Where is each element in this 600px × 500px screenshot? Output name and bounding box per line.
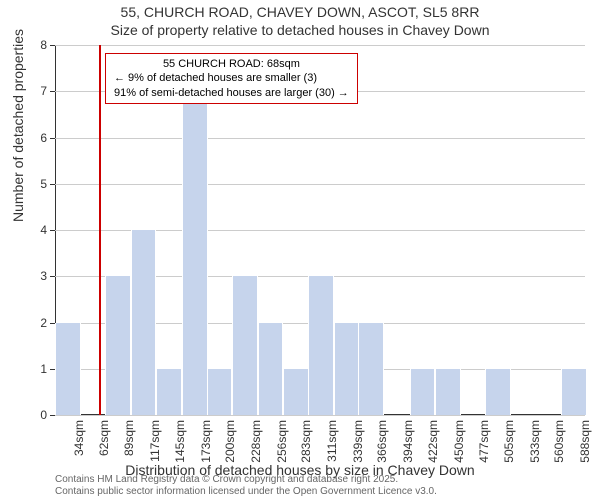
y-tick-label: 6: [7, 131, 47, 145]
histogram-bar: [131, 230, 157, 415]
y-tick-label: 2: [7, 316, 47, 330]
annotation-line3: 91% of semi-detached houses are larger (…: [114, 86, 349, 100]
histogram-bar: [358, 323, 384, 416]
page-title: 55, CHURCH ROAD, CHAVEY DOWN, ASCOT, SL5…: [0, 4, 600, 20]
property-marker-line: [99, 45, 101, 415]
y-tick-mark: [50, 415, 55, 416]
histogram-bar: [435, 369, 461, 415]
histogram-bar: [258, 323, 284, 416]
histogram-bar: [55, 323, 81, 416]
annotation-line2: ← 9% of detached houses are smaller (3): [114, 71, 349, 85]
histogram-bar: [156, 369, 182, 415]
y-tick-mark: [50, 276, 55, 277]
y-tick-mark: [50, 184, 55, 185]
y-axis-label: Number of detached properties: [10, 29, 26, 222]
y-tick-label: 1: [7, 362, 47, 376]
y-tick-label: 8: [7, 38, 47, 52]
page-subtitle: Size of property relative to detached ho…: [0, 22, 600, 38]
property-annotation: 55 CHURCH ROAD: 68sqm ← 9% of detached h…: [105, 53, 358, 104]
histogram-bar: [105, 276, 131, 415]
y-tick-label: 5: [7, 177, 47, 191]
histogram-bar: [485, 369, 511, 415]
y-tick-mark: [50, 230, 55, 231]
annotation-line1: 55 CHURCH ROAD: 68sqm: [114, 57, 349, 71]
y-tick-mark: [50, 91, 55, 92]
histogram-bar: [334, 323, 360, 416]
gridline: [55, 45, 585, 46]
histogram-bar: [182, 91, 208, 415]
histogram-bar: [410, 369, 436, 415]
footer-attribution: Contains HM Land Registry data © Crown c…: [55, 474, 437, 498]
y-tick-label: 3: [7, 269, 47, 283]
histogram-bar: [207, 369, 233, 415]
y-tick-label: 7: [7, 84, 47, 98]
gridline: [55, 138, 585, 139]
gridline: [55, 415, 585, 416]
y-tick-label: 4: [7, 223, 47, 237]
histogram-bar: [232, 276, 258, 415]
gridline: [55, 184, 585, 185]
histogram-bar: [283, 369, 309, 415]
footer-line2: Contains public sector information licen…: [55, 486, 437, 498]
histogram-bar: [561, 369, 587, 415]
footer-line1: Contains HM Land Registry data © Crown c…: [55, 474, 437, 486]
y-tick-label: 0: [7, 408, 47, 422]
y-tick-mark: [50, 138, 55, 139]
y-tick-mark: [50, 45, 55, 46]
histogram-bar: [308, 276, 334, 415]
